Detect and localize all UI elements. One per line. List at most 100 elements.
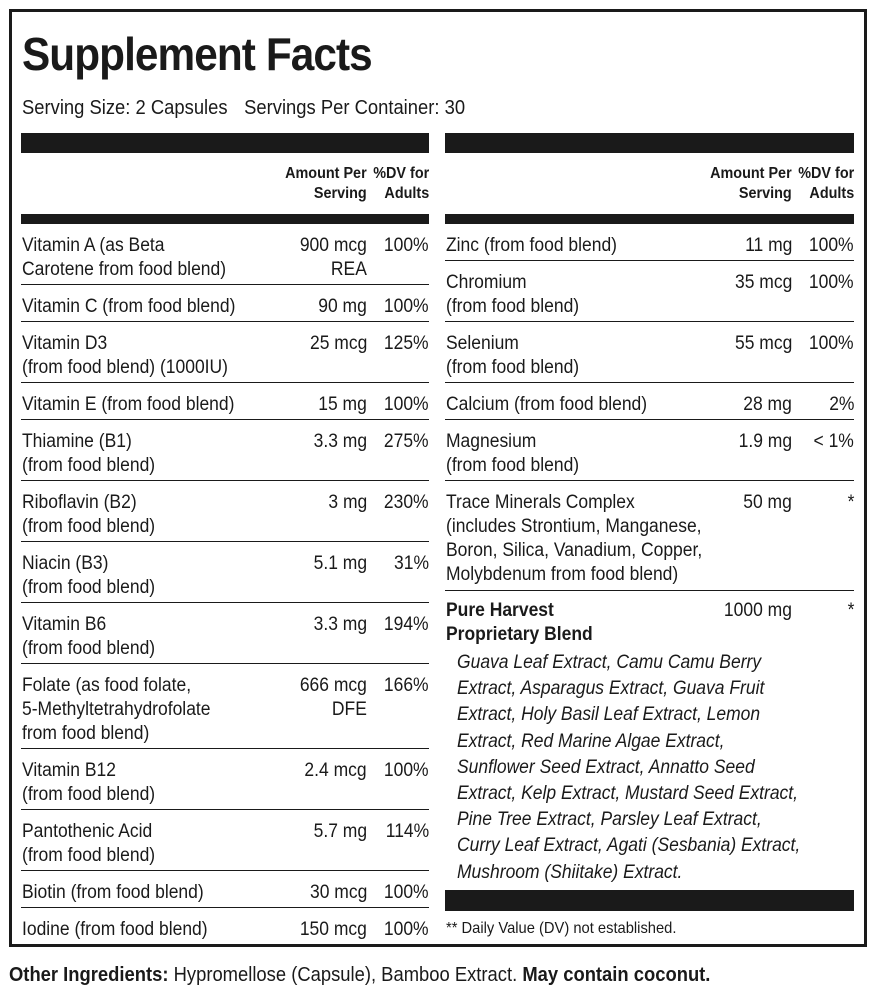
nutrient-row: Zinc (from food blend) 11 mg 100% [445, 224, 854, 261]
servings-per-container: Servings Per Container: 30 [244, 97, 466, 119]
blend-ingredient-line: Guava Leaf Extract, Camu Camu Berry [457, 652, 762, 673]
nutrient-amount-line: 55 mcg [734, 333, 792, 354]
nutrient-dv: 100% [384, 394, 429, 415]
thick-divider [21, 133, 429, 153]
nutrient-amount: 11 mg [745, 234, 792, 258]
nutrient-amount-line: DFE [332, 699, 367, 720]
nutrient-amount: 2.4 mcg [305, 759, 367, 783]
nutrient-name-line: Zinc (from food blend) [446, 235, 617, 256]
nutrient-amount-line: 30 mcg [309, 882, 367, 903]
nutrient-name-line: (from food blend) [446, 455, 580, 476]
nutrient-amount: 3.3 mg [314, 430, 367, 454]
medium-divider [445, 214, 854, 224]
nutrient-amount-line: 666 mcg [299, 675, 367, 696]
nutrient-name-line: (from food blend) (1000IU) [22, 357, 228, 378]
nutrient-name-line: Magnesium [446, 431, 537, 452]
nutrient-dv: 230% [384, 492, 429, 513]
nutrient-name: Folate (as food folate, 5-Methyltetrahydr… [22, 674, 210, 746]
nutrient-row: Vitamin E (from food blend) 15 mg 100% [21, 383, 429, 420]
blend-ingredient-line: Curry Leaf Extract, Agati (Sesbania) Ext… [457, 835, 801, 857]
nutrient-dv: 166% [384, 675, 429, 696]
supplement-facts-panel: Supplement Facts Serving Size: 2 Capsule… [9, 9, 867, 947]
nutrient-amount: 25 mcg [310, 332, 367, 356]
nutrient-amount: 35 mcg [735, 271, 792, 295]
blend-ingredient-line: Extract, Asparagus Extract, Guava Fruit [457, 678, 765, 700]
blend-name-line: Pure Harvest [446, 600, 554, 621]
nutrient-dv: 100% [384, 919, 429, 940]
nutrient-row: Chromium (from food blend) 35 mcg 100% [445, 261, 854, 322]
blend-ingredient-line: Extract, Kelp Extract, Mustard Seed Extr… [457, 783, 798, 805]
nutrient-dv: 100% [384, 296, 429, 317]
nutrient-row: Magnesium (from food blend) 1.9 mg < 1% [445, 420, 854, 481]
nutrient-amount-line: 28 mg [743, 394, 792, 415]
column-header: Amount Per Serving %DV for Adults [21, 153, 429, 214]
nutrient-name: Vitamin B6 (from food blend) [22, 613, 155, 661]
nutrient-name: Iodine (from food blend) [22, 918, 208, 942]
nutrient-amount: 666 mcg DFE [300, 674, 367, 722]
nutrient-amount-line: REA [331, 259, 367, 280]
amount-header: Amount Per Serving [710, 164, 792, 204]
nutrient-name-line: Carotene from food blend) [22, 259, 227, 280]
nutrient-amount: 150 mcg [300, 918, 367, 942]
dv-header: %DV for Adults [798, 164, 854, 204]
nutrient-name: Vitamin A (as Beta Carotene from food ble… [22, 234, 226, 282]
nutrient-amount-line: 3 mg [328, 492, 367, 513]
nutrient-amount-line: 35 mcg [734, 272, 792, 293]
nutrient-row: Niacin (B3) (from food blend) 5.1 mg 31% [21, 542, 429, 603]
nutrient-name: Pantothenic Acid (from food blend) [22, 820, 155, 868]
nutrient-name-line: Iodine (from food blend) [22, 919, 208, 940]
amount-header-line: Amount Per [285, 165, 367, 182]
nutrient-dv: 100% [384, 882, 429, 903]
nutrient-name-line: (from food blend) [446, 357, 580, 378]
nutrient-name: Vitamin B12 (from food blend) [22, 759, 155, 807]
nutrient-dv: 100% [384, 760, 429, 781]
nutrient-name: Trace Minerals Complex (includes Strontiu… [446, 491, 702, 587]
allergen-warning: May contain coconut. [522, 964, 711, 986]
nutrient-name: Riboflavin (B2) (from food blend) [22, 491, 155, 539]
nutrient-name: Selenium (from food blend) [446, 332, 579, 380]
blend-ingredient-line: Sunflower Seed Extract, Annatto Seed [457, 756, 755, 778]
nutrient-name: Niacin (B3) (from food blend) [22, 552, 155, 600]
nutrient-dv: 275% [384, 431, 429, 452]
nutrient-amount: 5.7 mg [314, 820, 367, 844]
nutrient-name-line: Vitamin B12 [22, 760, 116, 781]
nutrient-amount: 900 mcg REA [300, 234, 367, 282]
right-column: Amount Per Serving %DV for Adults Zinc (… [445, 133, 854, 941]
nutrient-name-line: Niacin (B3) [22, 553, 109, 574]
nutrient-amount: 28 mg [743, 393, 792, 417]
nutrient-name: Vitamin C (from food blend) [22, 295, 235, 319]
blend-ingredient-line: Extract, Red Marine Algae Extract, [457, 730, 725, 752]
nutrient-name: Calcium (from food blend) [446, 393, 647, 417]
nutrient-amount-line: 3.3 mg [313, 431, 367, 452]
medium-divider [21, 214, 429, 224]
nutrient-dv: 194% [384, 614, 429, 635]
blend-ingredient-line: Extract, Holy Basil Leaf Extract, Lemon [457, 704, 761, 726]
nutrient-name: Zinc (from food blend) [446, 234, 617, 258]
dv-header-line: %DV for [797, 165, 854, 182]
other-ingredients-label: Other Ingredients: [9, 964, 169, 986]
right-nutrient-list: Zinc (from food blend) 11 mg 100% Chromium (… [445, 224, 854, 591]
nutrient-amount-line: 2.4 mcg [304, 760, 367, 781]
nutrient-dv: 100% [809, 272, 854, 293]
dv-header: %DV for Adults [373, 164, 429, 204]
nutrient-dv: 125% [384, 333, 429, 354]
nutrient-amount: 3.3 mg [314, 613, 367, 637]
nutrient-row: Riboflavin (B2) (from food blend) 3 mg 230% [21, 481, 429, 542]
nutrient-name-line: Pantothenic Acid [22, 821, 153, 842]
dv-header-line: Adults [384, 185, 429, 202]
left-nutrient-list: Vitamin A (as Beta Carotene from food ble… [21, 224, 429, 945]
nutrient-name-line: (from food blend) [22, 784, 156, 805]
nutrient-dv: 100% [384, 235, 429, 256]
nutrient-name-line: Vitamin C (from food blend) [22, 296, 236, 317]
other-ingredients-text: Hypromellose (Capsule), Bamboo Extract. [168, 964, 523, 986]
nutrient-amount-line: 150 mcg [299, 919, 367, 940]
nutrient-name-line: (from food blend) [22, 638, 156, 659]
nutrient-name-line: 5-Methyltetrahydrofolate [22, 699, 211, 720]
panel-title: Supplement Facts [22, 28, 373, 80]
blend-ingredients: Guava Leaf Extract, Camu Camu Berry Extra… [457, 650, 800, 886]
nutrient-name-line: Thiamine (B1) [22, 431, 132, 452]
nutrient-name-line: Vitamin E (from food blend) [22, 394, 235, 415]
nutrient-name-line: (from food blend) [22, 577, 156, 598]
nutrient-name-line: from food blend) [22, 723, 150, 744]
nutrient-name-line: (from food blend) [446, 296, 580, 317]
